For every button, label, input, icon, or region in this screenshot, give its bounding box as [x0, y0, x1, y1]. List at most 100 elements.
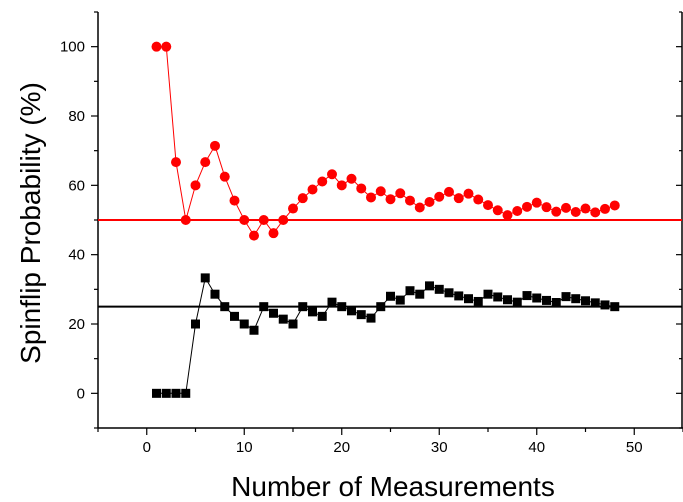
data-point	[424, 196, 435, 207]
data-point	[171, 157, 181, 168]
data-point	[161, 388, 171, 398]
data-point	[317, 311, 327, 321]
data-point	[590, 298, 600, 308]
data-point	[346, 173, 357, 184]
x-tick-label: 50	[626, 439, 643, 456]
x-tick-label: 20	[333, 439, 350, 456]
data-point	[219, 171, 230, 182]
data-point	[386, 291, 395, 301]
data-point	[561, 292, 571, 302]
data-point	[200, 273, 210, 283]
data-point	[570, 207, 581, 218]
x-tick-label: 40	[528, 439, 545, 456]
data-point	[317, 176, 328, 187]
data-point	[268, 228, 279, 239]
data-point	[444, 186, 454, 197]
data-point	[308, 307, 317, 317]
data-point	[415, 289, 425, 299]
data-point	[434, 284, 444, 294]
data-point	[405, 195, 415, 206]
data-point	[337, 302, 347, 312]
data-point	[571, 294, 581, 304]
data-point	[531, 197, 542, 208]
data-point	[239, 319, 249, 329]
data-point	[375, 186, 386, 197]
data-point	[190, 180, 201, 191]
data-point	[541, 202, 552, 213]
axes	[91, 11, 683, 435]
data-point	[395, 295, 405, 305]
data-point	[327, 169, 337, 180]
data-point	[610, 302, 620, 312]
data-point	[493, 292, 503, 302]
data-point	[356, 310, 366, 320]
data-point	[210, 140, 220, 151]
x-tick-label: 0	[143, 439, 151, 456]
data-point	[522, 201, 532, 212]
data-point	[492, 205, 503, 216]
data-point	[288, 319, 298, 329]
series-line-2	[156, 276, 615, 394]
data-point	[327, 297, 337, 307]
data-point	[200, 157, 211, 168]
data-point	[258, 215, 269, 225]
data-point	[581, 296, 590, 306]
tick-labels: 0 10 20 30 40 50 0 20 40 60 80 100	[60, 39, 643, 456]
data-point	[395, 188, 406, 199]
data-point	[551, 298, 561, 308]
data-point	[444, 288, 454, 298]
y-tick-label: 80	[68, 108, 85, 125]
data-point	[473, 296, 483, 306]
data-point	[297, 193, 308, 204]
data-point	[405, 286, 415, 296]
data-point	[229, 195, 240, 206]
y-tick-label: 40	[68, 247, 85, 264]
data-point	[464, 294, 473, 304]
data-point	[414, 202, 425, 213]
data-point	[230, 311, 239, 321]
data-point	[376, 302, 386, 312]
data-point	[210, 289, 220, 299]
data-point	[483, 289, 493, 299]
data-point	[463, 188, 474, 199]
data-point	[171, 388, 181, 398]
data-point	[347, 306, 356, 316]
data-point	[580, 203, 591, 214]
data-point	[385, 194, 396, 205]
data-point	[366, 313, 376, 323]
y-tick-label: 100	[60, 39, 85, 56]
data-point	[288, 203, 298, 214]
data-point	[600, 300, 610, 310]
data-point	[307, 184, 318, 195]
markers	[151, 41, 620, 398]
data-point	[180, 215, 191, 225]
data-point	[542, 295, 551, 305]
reference-lines	[98, 219, 682, 308]
data-point	[512, 205, 523, 216]
y-tick-label: 0	[77, 385, 85, 402]
data-point	[425, 281, 434, 291]
data-point	[366, 192, 376, 203]
y-axis-title: Spinflip Probability (%)	[15, 82, 46, 364]
data-point	[522, 291, 532, 301]
data-point	[356, 183, 367, 194]
data-point	[269, 308, 278, 318]
x-tick-label: 10	[236, 439, 253, 456]
data-point	[249, 230, 259, 241]
data-point	[336, 180, 347, 191]
data-point	[551, 206, 562, 217]
data-point	[151, 41, 162, 52]
data-point	[503, 295, 512, 305]
data-point	[453, 193, 464, 204]
data-point	[278, 215, 289, 225]
data-point	[600, 203, 610, 214]
data-point	[454, 291, 464, 301]
data-point	[249, 325, 259, 335]
data-point	[532, 293, 542, 303]
data-point	[561, 202, 571, 213]
data-point	[181, 388, 191, 398]
data-point	[609, 200, 620, 211]
data-point	[152, 388, 161, 398]
x-axis-title: Number of Measurements	[231, 471, 555, 502]
